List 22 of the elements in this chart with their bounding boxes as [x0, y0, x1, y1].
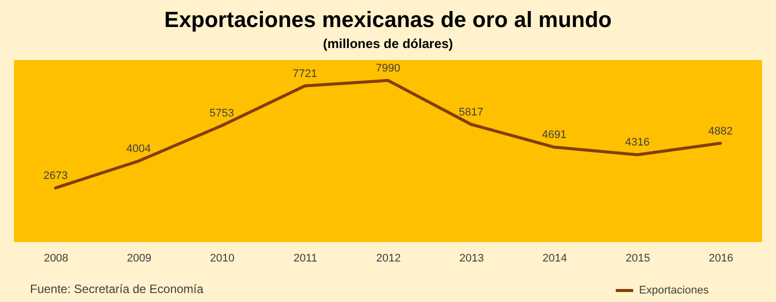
data-label: 7721	[292, 68, 318, 80]
x-tick-label: 2010	[210, 252, 235, 264]
chart-subtitle: (millones de dólares)	[322, 36, 454, 51]
x-tick-label: 2016	[708, 252, 734, 264]
x-tick-label: 2013	[459, 252, 484, 264]
data-label: 5753	[210, 108, 234, 120]
data-label: 2673	[43, 170, 68, 182]
x-tick-label: 2012	[376, 252, 401, 264]
data-label: 4004	[126, 143, 151, 156]
data-label: 4691	[542, 129, 566, 142]
data-label: 4316	[625, 136, 650, 149]
data-label: 4882	[708, 125, 733, 138]
x-tick-label: 2014	[542, 252, 567, 264]
source-note: Fuente: Secretaría de Economía	[30, 282, 204, 296]
legend-label: Exportaciones	[639, 284, 710, 296]
x-tick-label: 2011	[294, 252, 318, 264]
x-tick-label: 2015	[626, 252, 650, 264]
chart-title: Exportaciones mexicanas de oro al mundo	[164, 7, 612, 32]
data-label: 7990	[376, 62, 400, 74]
x-tick-label: 2009	[126, 252, 152, 264]
x-tick-label: 2008	[44, 252, 68, 264]
data-label: 5817	[458, 106, 484, 118]
